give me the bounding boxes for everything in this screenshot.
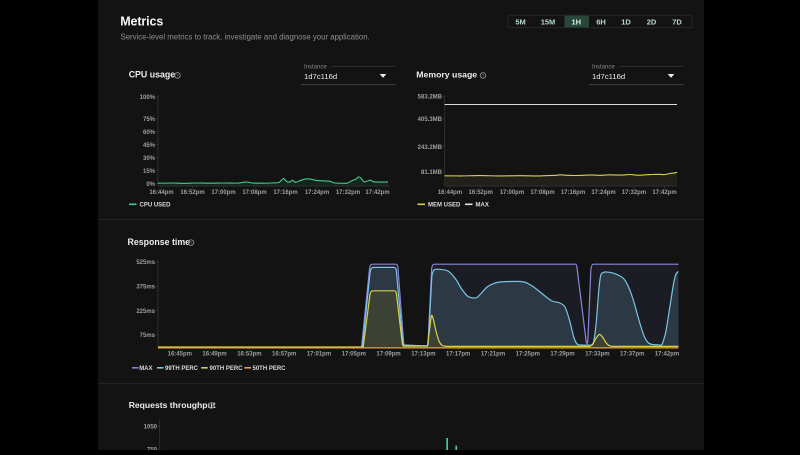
- svg-text:17:08pm: 17:08pm: [530, 190, 554, 196]
- svg-text:16:44pm: 16:44pm: [149, 190, 173, 196]
- svg-text:17:09pm: 17:09pm: [376, 351, 400, 357]
- svg-text:16:45pm: 16:45pm: [168, 351, 192, 357]
- svg-text:17:42pm: 17:42pm: [365, 190, 389, 196]
- svg-text:17:24pm: 17:24pm: [591, 190, 615, 196]
- svg-text:CPU usage: CPU usage: [129, 70, 176, 80]
- svg-text:90TH PERC: 90TH PERC: [210, 366, 244, 372]
- svg-text:17:01pm: 17:01pm: [307, 351, 331, 357]
- svg-text:525ms: 525ms: [136, 260, 155, 266]
- svg-text:?: ?: [176, 73, 179, 78]
- svg-text:583.2MB: 583.2MB: [418, 95, 443, 101]
- svg-text:Instance: Instance: [304, 65, 327, 71]
- svg-text:1H: 1H: [572, 18, 582, 27]
- svg-text:75ms: 75ms: [140, 333, 156, 339]
- svg-text:17:29pm: 17:29pm: [550, 351, 574, 357]
- svg-text:17:37pm: 17:37pm: [620, 351, 644, 357]
- svg-text:17:00pm: 17:00pm: [500, 190, 524, 196]
- svg-text:CPU USED: CPU USED: [140, 203, 172, 209]
- svg-text:99TH PERC: 99TH PERC: [165, 366, 199, 372]
- svg-text:15%: 15%: [143, 169, 156, 175]
- svg-text:MAX: MAX: [476, 203, 489, 209]
- svg-text:Response time: Response time: [128, 237, 191, 247]
- svg-text:17:32pm: 17:32pm: [336, 190, 360, 196]
- svg-text:225ms: 225ms: [136, 309, 155, 315]
- svg-text:1050: 1050: [144, 424, 158, 430]
- svg-text:17:25pm: 17:25pm: [516, 351, 540, 357]
- svg-text:243.2MB: 243.2MB: [418, 145, 443, 151]
- svg-text:17:00pm: 17:00pm: [211, 190, 235, 196]
- svg-text:100%: 100%: [140, 95, 156, 101]
- svg-text:16:53pm: 16:53pm: [237, 351, 261, 357]
- svg-text:16:52pm: 16:52pm: [180, 190, 204, 196]
- svg-text:17:16pm: 17:16pm: [273, 190, 297, 196]
- svg-text:1d7c116d: 1d7c116d: [592, 72, 625, 81]
- svg-text:16:49pm: 16:49pm: [202, 351, 226, 357]
- svg-text:17:16pm: 17:16pm: [561, 190, 585, 196]
- svg-text:15M: 15M: [541, 18, 556, 27]
- svg-text:17:05pm: 17:05pm: [342, 351, 366, 357]
- svg-text:17:24pm: 17:24pm: [305, 190, 329, 196]
- svg-text:17:32pm: 17:32pm: [622, 190, 646, 196]
- svg-text:17:13pm: 17:13pm: [411, 351, 435, 357]
- svg-text:16:52pm: 16:52pm: [469, 190, 493, 196]
- svg-text:MAX: MAX: [139, 366, 152, 372]
- svg-text:16:44pm: 16:44pm: [438, 190, 462, 196]
- svg-text:0%: 0%: [146, 182, 155, 188]
- svg-text:81.1MB: 81.1MB: [421, 170, 443, 176]
- svg-text:6H: 6H: [596, 18, 606, 27]
- svg-text:MEM USED: MEM USED: [428, 203, 461, 209]
- svg-text:16:57pm: 16:57pm: [272, 351, 296, 357]
- svg-text:5M: 5M: [515, 18, 525, 27]
- svg-text:50TH PERC: 50TH PERC: [253, 366, 287, 372]
- svg-text:405.3MB: 405.3MB: [418, 117, 443, 123]
- svg-text:Instance: Instance: [592, 65, 615, 71]
- svg-text:17:33pm: 17:33pm: [585, 351, 609, 357]
- svg-text:17:17pm: 17:17pm: [446, 351, 470, 357]
- svg-text:7D: 7D: [672, 18, 682, 27]
- svg-text:?: ?: [190, 240, 193, 245]
- svg-text:60%: 60%: [143, 130, 156, 136]
- svg-text:75%: 75%: [143, 117, 156, 123]
- svg-text:2D: 2D: [647, 18, 657, 27]
- svg-text:Requests throughput: Requests throughput: [129, 400, 216, 410]
- svg-text:375ms: 375ms: [136, 285, 155, 291]
- svg-text:1D: 1D: [621, 18, 631, 27]
- svg-text:17:42pm: 17:42pm: [655, 351, 679, 357]
- svg-text:17:21pm: 17:21pm: [481, 351, 505, 357]
- svg-text:Memory usage: Memory usage: [416, 70, 477, 80]
- svg-text:Service-level metrics to track: Service-level metrics to track, investig…: [121, 33, 370, 42]
- svg-text:17:08pm: 17:08pm: [242, 190, 266, 196]
- svg-text:Metrics: Metrics: [120, 15, 163, 29]
- svg-text:45%: 45%: [143, 143, 156, 149]
- svg-text:17:42pm: 17:42pm: [652, 190, 676, 196]
- svg-text:30%: 30%: [143, 156, 156, 162]
- svg-text:1d7c116d: 1d7c116d: [304, 72, 337, 81]
- svg-text:?: ?: [482, 73, 485, 78]
- svg-text:?: ?: [210, 403, 213, 408]
